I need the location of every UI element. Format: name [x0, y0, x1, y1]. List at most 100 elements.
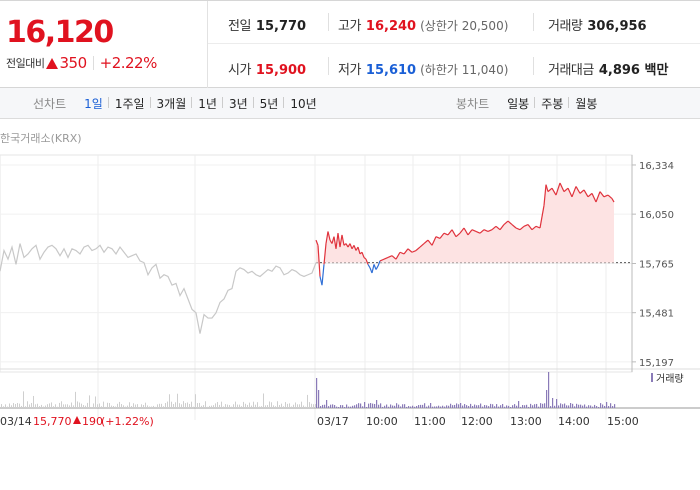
volume-bar	[372, 403, 374, 408]
tab-candle-period-0[interactable]: 일봉	[507, 97, 530, 111]
volume-bar	[77, 401, 78, 408]
volume-bar	[7, 406, 8, 408]
volume-bar	[610, 403, 612, 408]
today-line-up	[427, 239, 433, 246]
volume-bar	[197, 403, 198, 408]
volume-bar	[301, 401, 302, 408]
volume-bar	[400, 406, 402, 408]
tab-line-period-1[interactable]: 1주일	[107, 95, 151, 112]
price-summary: 16,120 전일대비 350 +2.22% 전일 15,770 고가 16,240…	[0, 0, 700, 88]
volume-bar	[384, 405, 386, 408]
stat-label: 시가	[228, 63, 251, 78]
volume-bar	[334, 405, 336, 408]
volume-bar	[241, 406, 242, 408]
volume-bar	[588, 405, 590, 408]
volume-bar	[452, 405, 454, 408]
volume-bar	[259, 406, 260, 408]
y-tick-label: 16,050	[639, 210, 674, 221]
volume-bar	[63, 404, 64, 408]
volume-bar	[462, 405, 464, 408]
today-line-up	[407, 248, 413, 253]
today-line-up	[443, 232, 449, 236]
volume-bar	[498, 406, 500, 408]
volume-bar	[348, 406, 350, 408]
volume-bar	[311, 403, 312, 408]
volume-bar	[554, 405, 556, 408]
volume-bar	[592, 406, 594, 408]
volume-bar	[492, 404, 494, 408]
volume-bar	[316, 378, 318, 408]
stat-value: 4,896 백만	[598, 63, 669, 78]
tab-line-period-0[interactable]: 1일	[84, 97, 103, 111]
price-chart[interactable]: 한국거래소(KRX) 거래량 03/17 10:00 11:00 12:00 13:00…	[0, 120, 700, 490]
volume-bar	[237, 404, 238, 408]
today-line-up	[483, 229, 489, 233]
tab-candle-period-2[interactable]: 월봉	[568, 95, 603, 112]
volume-bar	[277, 401, 278, 408]
today-line-up	[395, 251, 401, 260]
volume-bar	[548, 372, 550, 408]
today-line-up	[363, 256, 367, 260]
volume-bar	[456, 403, 458, 408]
volume-bar	[398, 404, 400, 408]
stat-label: 전일	[228, 19, 251, 34]
volume-bar	[572, 403, 574, 408]
today-line-up	[357, 246, 361, 255]
tab-line-period-3[interactable]: 1년	[191, 95, 223, 112]
today-line-down	[371, 264, 375, 274]
volume-bar	[245, 403, 246, 408]
stat-low: 저가 15,610 (하한가 11,040)	[338, 59, 508, 78]
stat-label: 고가	[338, 19, 361, 34]
today-line-up	[387, 255, 393, 258]
x-tick-label: 10:00	[366, 415, 398, 428]
stat-prev-close: 전일 15,770	[228, 15, 306, 34]
volume-bar	[530, 403, 532, 408]
today-line-up	[507, 220, 513, 225]
volume-bar	[123, 405, 124, 408]
volume-bar	[336, 406, 338, 408]
today-line-up	[447, 229, 453, 236]
volume-bar	[468, 405, 470, 408]
today-line-up	[391, 255, 397, 260]
today-line-up	[559, 182, 565, 192]
today-line-up	[431, 236, 437, 246]
volume-bar	[318, 390, 320, 408]
tab-line-period-5[interactable]: 5년	[252, 95, 285, 112]
volume-bar	[247, 404, 248, 408]
volume-bar	[382, 406, 384, 408]
volume-bar	[476, 405, 478, 408]
today-line-up	[361, 252, 365, 258]
today-line-up	[545, 184, 549, 192]
stat-open: 시가 15,900	[228, 59, 306, 78]
volume-bar	[95, 396, 96, 408]
today-line-up	[535, 225, 541, 229]
volume-bar	[37, 403, 38, 408]
volume-bar	[434, 406, 436, 408]
tab-candle-period-1[interactable]: 주봉	[534, 95, 569, 112]
volume-bar	[105, 406, 106, 408]
volume-bar	[444, 406, 446, 408]
tab-line-period-6[interactable]: 10년	[283, 95, 322, 112]
stat-note: (상한가 20,500)	[420, 19, 509, 33]
volume-bar	[225, 404, 226, 408]
volume-bar	[504, 406, 506, 408]
volume-bar	[370, 403, 372, 408]
volume-bar	[388, 406, 390, 408]
volume-bar	[322, 404, 324, 408]
volume-bar	[3, 406, 4, 408]
tab-line-period-4[interactable]: 3년	[221, 95, 254, 112]
today-line-up	[487, 229, 493, 233]
volume-bar	[506, 405, 508, 408]
volume-bar	[494, 406, 496, 408]
y-tick-label: 15,481	[639, 309, 674, 320]
volume-bar	[594, 404, 596, 408]
volume-bar	[65, 404, 66, 408]
volume-bar	[392, 405, 394, 408]
tab-line-period-2[interactable]: 3개월	[149, 95, 193, 112]
today-area-fill	[316, 182, 614, 263]
volume-bar	[251, 405, 252, 408]
today-line-down	[377, 260, 381, 267]
y-tick-label: 15,197	[639, 358, 674, 369]
volume-bar	[346, 404, 348, 408]
today-line-up	[563, 187, 569, 193]
